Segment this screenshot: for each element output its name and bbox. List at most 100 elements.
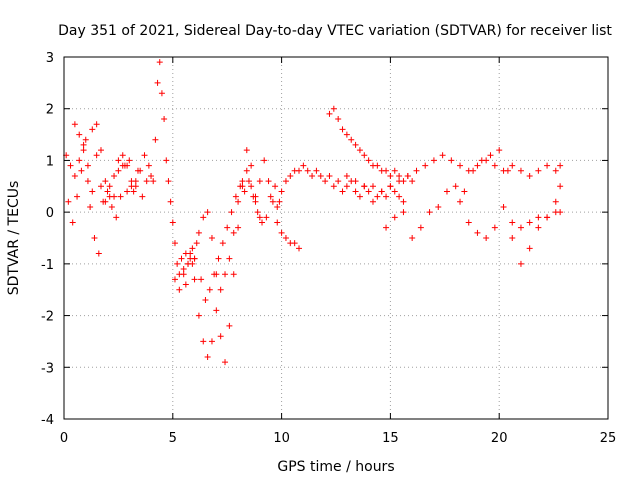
- data-point: [213, 271, 220, 278]
- data-point: [452, 183, 459, 190]
- data-point: [335, 178, 342, 185]
- data-point: [200, 338, 207, 345]
- chart-title: Day 351 of 2021, Sidereal Day-to-day VTE…: [58, 23, 612, 39]
- data-point: [115, 157, 122, 164]
- data-point: [235, 224, 242, 231]
- data-point: [150, 178, 157, 185]
- data-point: [239, 178, 246, 185]
- y-tick-label: 3: [46, 51, 54, 66]
- x-axis-label: GPS time / hours: [277, 459, 394, 475]
- data-point: [400, 209, 407, 216]
- data-point: [474, 229, 481, 236]
- data-point: [535, 224, 542, 231]
- data-point: [517, 260, 524, 267]
- x-tick-label: 15: [382, 431, 399, 446]
- data-point: [163, 157, 170, 164]
- data-point: [409, 178, 416, 185]
- data-point: [69, 219, 76, 226]
- data-point: [504, 167, 511, 174]
- data-point: [274, 203, 281, 210]
- data-point: [76, 157, 83, 164]
- data-point: [111, 172, 118, 179]
- data-point: [189, 245, 196, 252]
- data-point: [291, 240, 298, 247]
- data-point: [557, 162, 564, 169]
- data-point: [202, 297, 209, 304]
- data-point: [343, 183, 350, 190]
- data-point: [193, 240, 200, 247]
- data-point: [383, 193, 390, 200]
- data-point: [491, 162, 498, 169]
- series-receiver-e: [182, 147, 263, 366]
- data-point: [263, 214, 270, 221]
- data-point: [215, 255, 222, 262]
- data-point: [326, 172, 333, 179]
- series-receiver-f: [191, 157, 303, 293]
- data-point: [198, 276, 205, 283]
- data-point: [71, 121, 78, 128]
- data-point: [296, 167, 303, 174]
- series-receiver-d: [171, 178, 283, 304]
- data-point: [287, 172, 294, 179]
- series-receiver-k: [457, 183, 564, 267]
- data-point: [259, 219, 266, 226]
- data-point: [256, 178, 263, 185]
- data-point: [278, 188, 285, 195]
- data-point: [396, 178, 403, 185]
- data-point: [74, 193, 81, 200]
- data-point: [71, 172, 78, 179]
- data-point: [487, 152, 494, 159]
- data-point: [97, 147, 104, 154]
- data-point: [222, 271, 229, 278]
- data-point: [330, 183, 337, 190]
- data-point: [544, 162, 551, 169]
- series-receiver-h: [326, 105, 416, 185]
- data-point: [422, 162, 429, 169]
- grid: [64, 57, 608, 419]
- data-point: [457, 162, 464, 169]
- data-point: [383, 167, 390, 174]
- data-point: [535, 167, 542, 174]
- y-tick-label: -4: [41, 413, 54, 428]
- data-point: [269, 198, 276, 205]
- data-point: [317, 172, 324, 179]
- y-tick-label: -3: [41, 361, 54, 376]
- data-point: [265, 178, 272, 185]
- x-tick-label: 25: [600, 431, 617, 446]
- data-point: [435, 203, 442, 210]
- data-point: [309, 172, 316, 179]
- data-point: [261, 157, 268, 164]
- data-point: [272, 183, 279, 190]
- data-point: [470, 167, 477, 174]
- data-point: [145, 162, 152, 169]
- data-point: [195, 312, 202, 319]
- data-point: [224, 224, 231, 231]
- data-point: [374, 162, 381, 169]
- data-point: [93, 121, 100, 128]
- data-point: [156, 59, 163, 66]
- data-points: [63, 59, 564, 366]
- data-point: [248, 183, 255, 190]
- data-point: [496, 147, 503, 154]
- data-point: [102, 178, 109, 185]
- data-point: [208, 338, 215, 345]
- data-point: [248, 162, 255, 169]
- data-point: [526, 245, 533, 252]
- data-point: [391, 214, 398, 221]
- data-point: [478, 157, 485, 164]
- data-point: [557, 209, 564, 216]
- data-point: [180, 271, 187, 278]
- data-point: [396, 193, 403, 200]
- data-point: [171, 276, 178, 283]
- data-point: [304, 167, 311, 174]
- data-point: [65, 198, 72, 205]
- y-tick-label: 2: [46, 103, 54, 118]
- data-point: [383, 224, 390, 231]
- data-point: [206, 286, 213, 293]
- y-tick-label: 0: [46, 206, 54, 221]
- data-point: [87, 203, 94, 210]
- data-point: [78, 167, 85, 174]
- data-point: [93, 152, 100, 159]
- data-point: [361, 152, 368, 159]
- data-point: [509, 162, 516, 169]
